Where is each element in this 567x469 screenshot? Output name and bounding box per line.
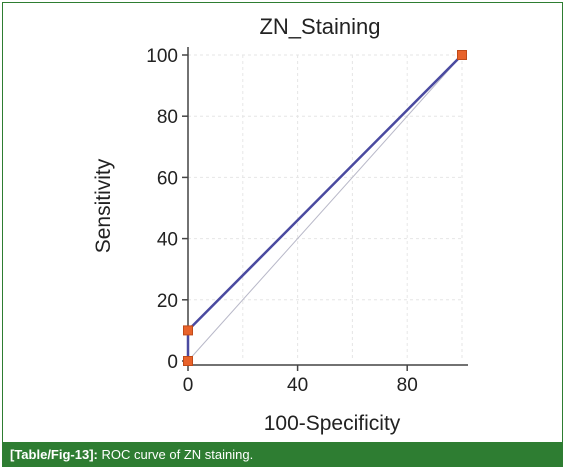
- roc-point: [183, 325, 193, 336]
- x-axis-label: 100-Specificity: [264, 412, 401, 435]
- figure-caption: [Table/Fig-13]: ROC curve of ZN staining…: [2, 442, 563, 467]
- y-tick-label: 20: [157, 291, 178, 312]
- roc-chart: ZN_Staining 100-Specificity Sensitivity …: [92, 14, 468, 435]
- caption-text: ROC curve of ZN staining.: [101, 447, 254, 462]
- y-tick-label: 100: [146, 46, 178, 67]
- y-tick-label: 40: [157, 230, 178, 251]
- roc-point: [183, 356, 193, 366]
- x-tick-label: 80: [397, 375, 418, 396]
- x-tick-label: 40: [287, 375, 308, 396]
- caption-label: [Table/Fig-13]:: [10, 447, 98, 462]
- roc-point: [457, 50, 467, 60]
- y-tick-label: 0: [167, 352, 178, 373]
- plot-area: 0 20 40 60 80 100 0 40 80: [146, 46, 468, 396]
- chart-title: ZN_Staining: [259, 14, 380, 39]
- y-axis-label: Sensitivity: [92, 158, 115, 253]
- reference-diagonal-line: [187, 54, 463, 362]
- figure-frame: [2, 2, 563, 464]
- x-tick-label: 0: [183, 375, 194, 396]
- y-tick-label: 60: [157, 168, 178, 189]
- y-tick-label: 80: [157, 107, 178, 128]
